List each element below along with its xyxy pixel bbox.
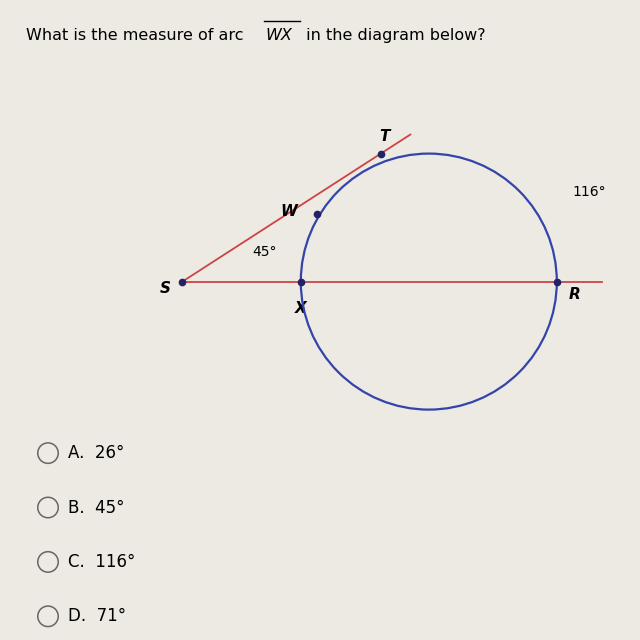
- Text: B.  45°: B. 45°: [68, 499, 125, 516]
- Text: in the diagram below?: in the diagram below?: [301, 28, 485, 43]
- Text: X: X: [295, 301, 307, 316]
- Text: S: S: [160, 280, 171, 296]
- Text: 116°: 116°: [573, 185, 607, 199]
- Text: T: T: [379, 129, 389, 144]
- Text: D.  71°: D. 71°: [68, 607, 127, 625]
- Text: R: R: [568, 287, 580, 302]
- Text: A.  26°: A. 26°: [68, 444, 125, 462]
- Text: WX: WX: [266, 28, 292, 43]
- Text: C.  116°: C. 116°: [68, 553, 136, 571]
- Text: What is the measure of arc: What is the measure of arc: [26, 28, 248, 43]
- Text: W: W: [281, 204, 298, 219]
- Text: 45°: 45°: [253, 245, 277, 259]
